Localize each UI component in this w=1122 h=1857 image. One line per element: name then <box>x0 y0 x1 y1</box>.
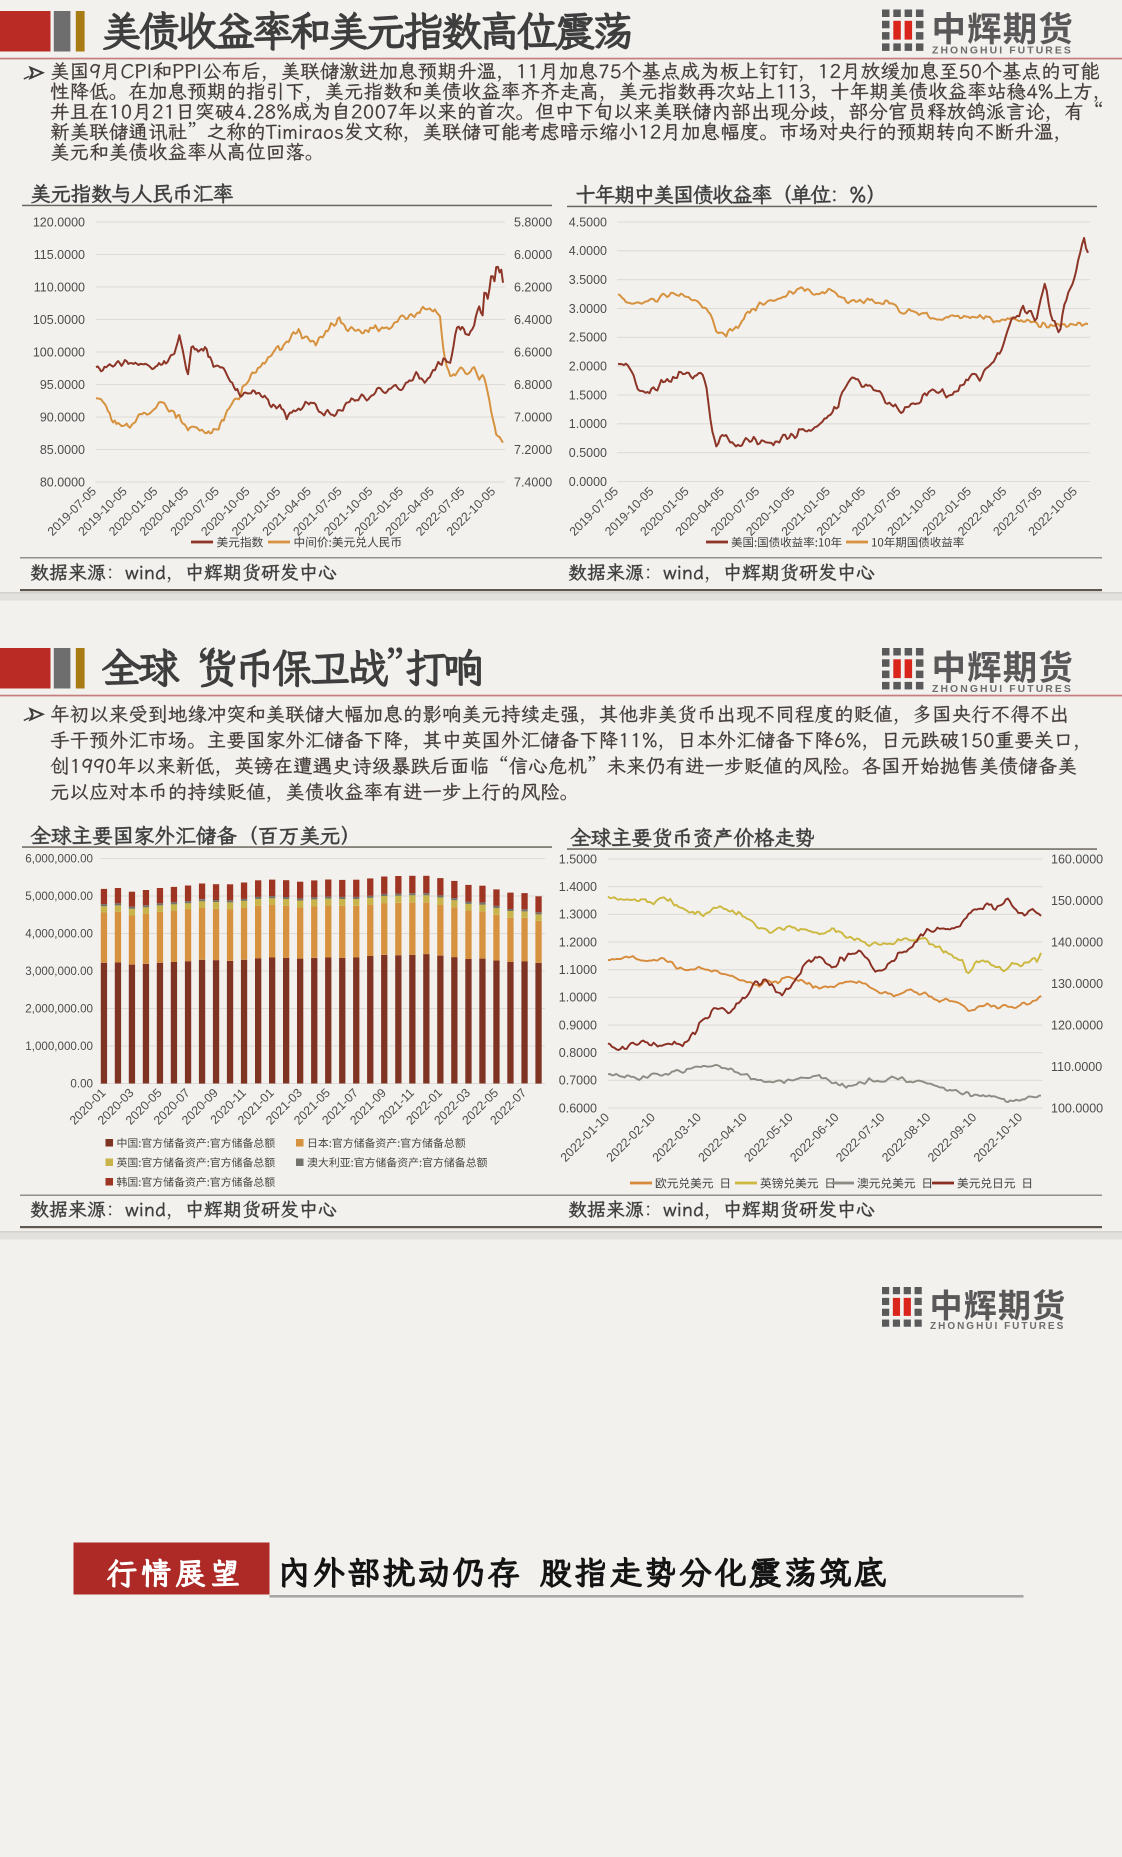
svg-text:1.2000: 1.2000 <box>559 935 597 949</box>
svg-text:1.3000: 1.3000 <box>559 908 597 922</box>
svg-text:4.0000: 4.0000 <box>569 244 607 258</box>
svg-text:0.0000: 0.0000 <box>569 475 607 489</box>
svg-text:100.0000: 100.0000 <box>1051 1101 1103 1115</box>
svg-text:6.6000: 6.6000 <box>514 345 552 359</box>
svg-text:95.0000: 95.0000 <box>40 378 85 392</box>
svg-text:6,000,000.00: 6,000,000.00 <box>25 853 93 866</box>
svg-text:100.0000: 100.0000 <box>33 345 85 359</box>
svg-text:5.8000: 5.8000 <box>514 215 552 229</box>
svg-text:7.4000: 7.4000 <box>514 475 552 489</box>
svg-text:1.5000: 1.5000 <box>559 852 597 866</box>
svg-text:110.0000: 110.0000 <box>34 280 85 294</box>
svg-text:2.0000: 2.0000 <box>569 360 607 374</box>
svg-text:3.0000: 3.0000 <box>569 302 607 316</box>
svg-text:ZHONGHUI FUTURES: ZHONGHUI FUTURES <box>932 684 1073 695</box>
svg-text:5,000,000.00: 5,000,000.00 <box>25 890 93 903</box>
svg-text:3,000,000.00: 3,000,000.00 <box>25 965 93 978</box>
svg-text:4.5000: 4.5000 <box>569 215 607 229</box>
svg-text:ZHONGHUI FUTURES: ZHONGHUI FUTURES <box>932 46 1073 57</box>
svg-text:6.0000: 6.0000 <box>514 248 552 262</box>
svg-text:0.9000: 0.9000 <box>559 1018 597 1032</box>
svg-text:140.0000: 140.0000 <box>1051 935 1103 949</box>
svg-text:1.4000: 1.4000 <box>559 880 597 894</box>
svg-text:1.5000: 1.5000 <box>569 388 607 402</box>
svg-text:0.5000: 0.5000 <box>569 446 607 460</box>
svg-text:85.0000: 85.0000 <box>40 443 85 457</box>
svg-text:120.0000: 120.0000 <box>1051 1018 1103 1032</box>
svg-text:110.0000: 110.0000 <box>1051 1060 1102 1074</box>
svg-text:0.6000: 0.6000 <box>559 1101 597 1115</box>
svg-text:105.0000: 105.0000 <box>33 313 85 327</box>
svg-text:2,000,000.00: 2,000,000.00 <box>25 1003 93 1016</box>
svg-text:0.8000: 0.8000 <box>559 1046 597 1060</box>
svg-text:6.8000: 6.8000 <box>514 378 552 392</box>
svg-text:115.0000: 115.0000 <box>34 248 85 262</box>
svg-text:1.1000: 1.1000 <box>559 963 597 977</box>
svg-text:6.4000: 6.4000 <box>514 313 552 327</box>
svg-text:2.5000: 2.5000 <box>569 331 607 345</box>
svg-text:1.0000: 1.0000 <box>569 417 607 431</box>
svg-text:0.00: 0.00 <box>70 1078 93 1091</box>
svg-text:160.0000: 160.0000 <box>1051 852 1103 866</box>
svg-text:1.0000: 1.0000 <box>559 991 597 1005</box>
svg-text:150.0000: 150.0000 <box>1051 894 1103 908</box>
svg-text:120.0000: 120.0000 <box>33 215 85 229</box>
svg-text:1,000,000.00: 1,000,000.00 <box>25 1040 93 1053</box>
svg-text:4,000,000.00: 4,000,000.00 <box>25 928 93 941</box>
svg-text:80.0000: 80.0000 <box>40 475 85 489</box>
svg-text:ZHONGHUI FUTURES: ZHONGHUI FUTURES <box>930 1321 1065 1332</box>
svg-text:0.7000: 0.7000 <box>559 1074 597 1088</box>
svg-text:130.0000: 130.0000 <box>1051 977 1103 991</box>
svg-text:3.5000: 3.5000 <box>569 273 607 287</box>
svg-text:7.0000: 7.0000 <box>514 410 552 424</box>
svg-text:90.0000: 90.0000 <box>40 410 85 424</box>
svg-text:6.2000: 6.2000 <box>514 280 552 294</box>
svg-text:7.2000: 7.2000 <box>514 443 552 457</box>
